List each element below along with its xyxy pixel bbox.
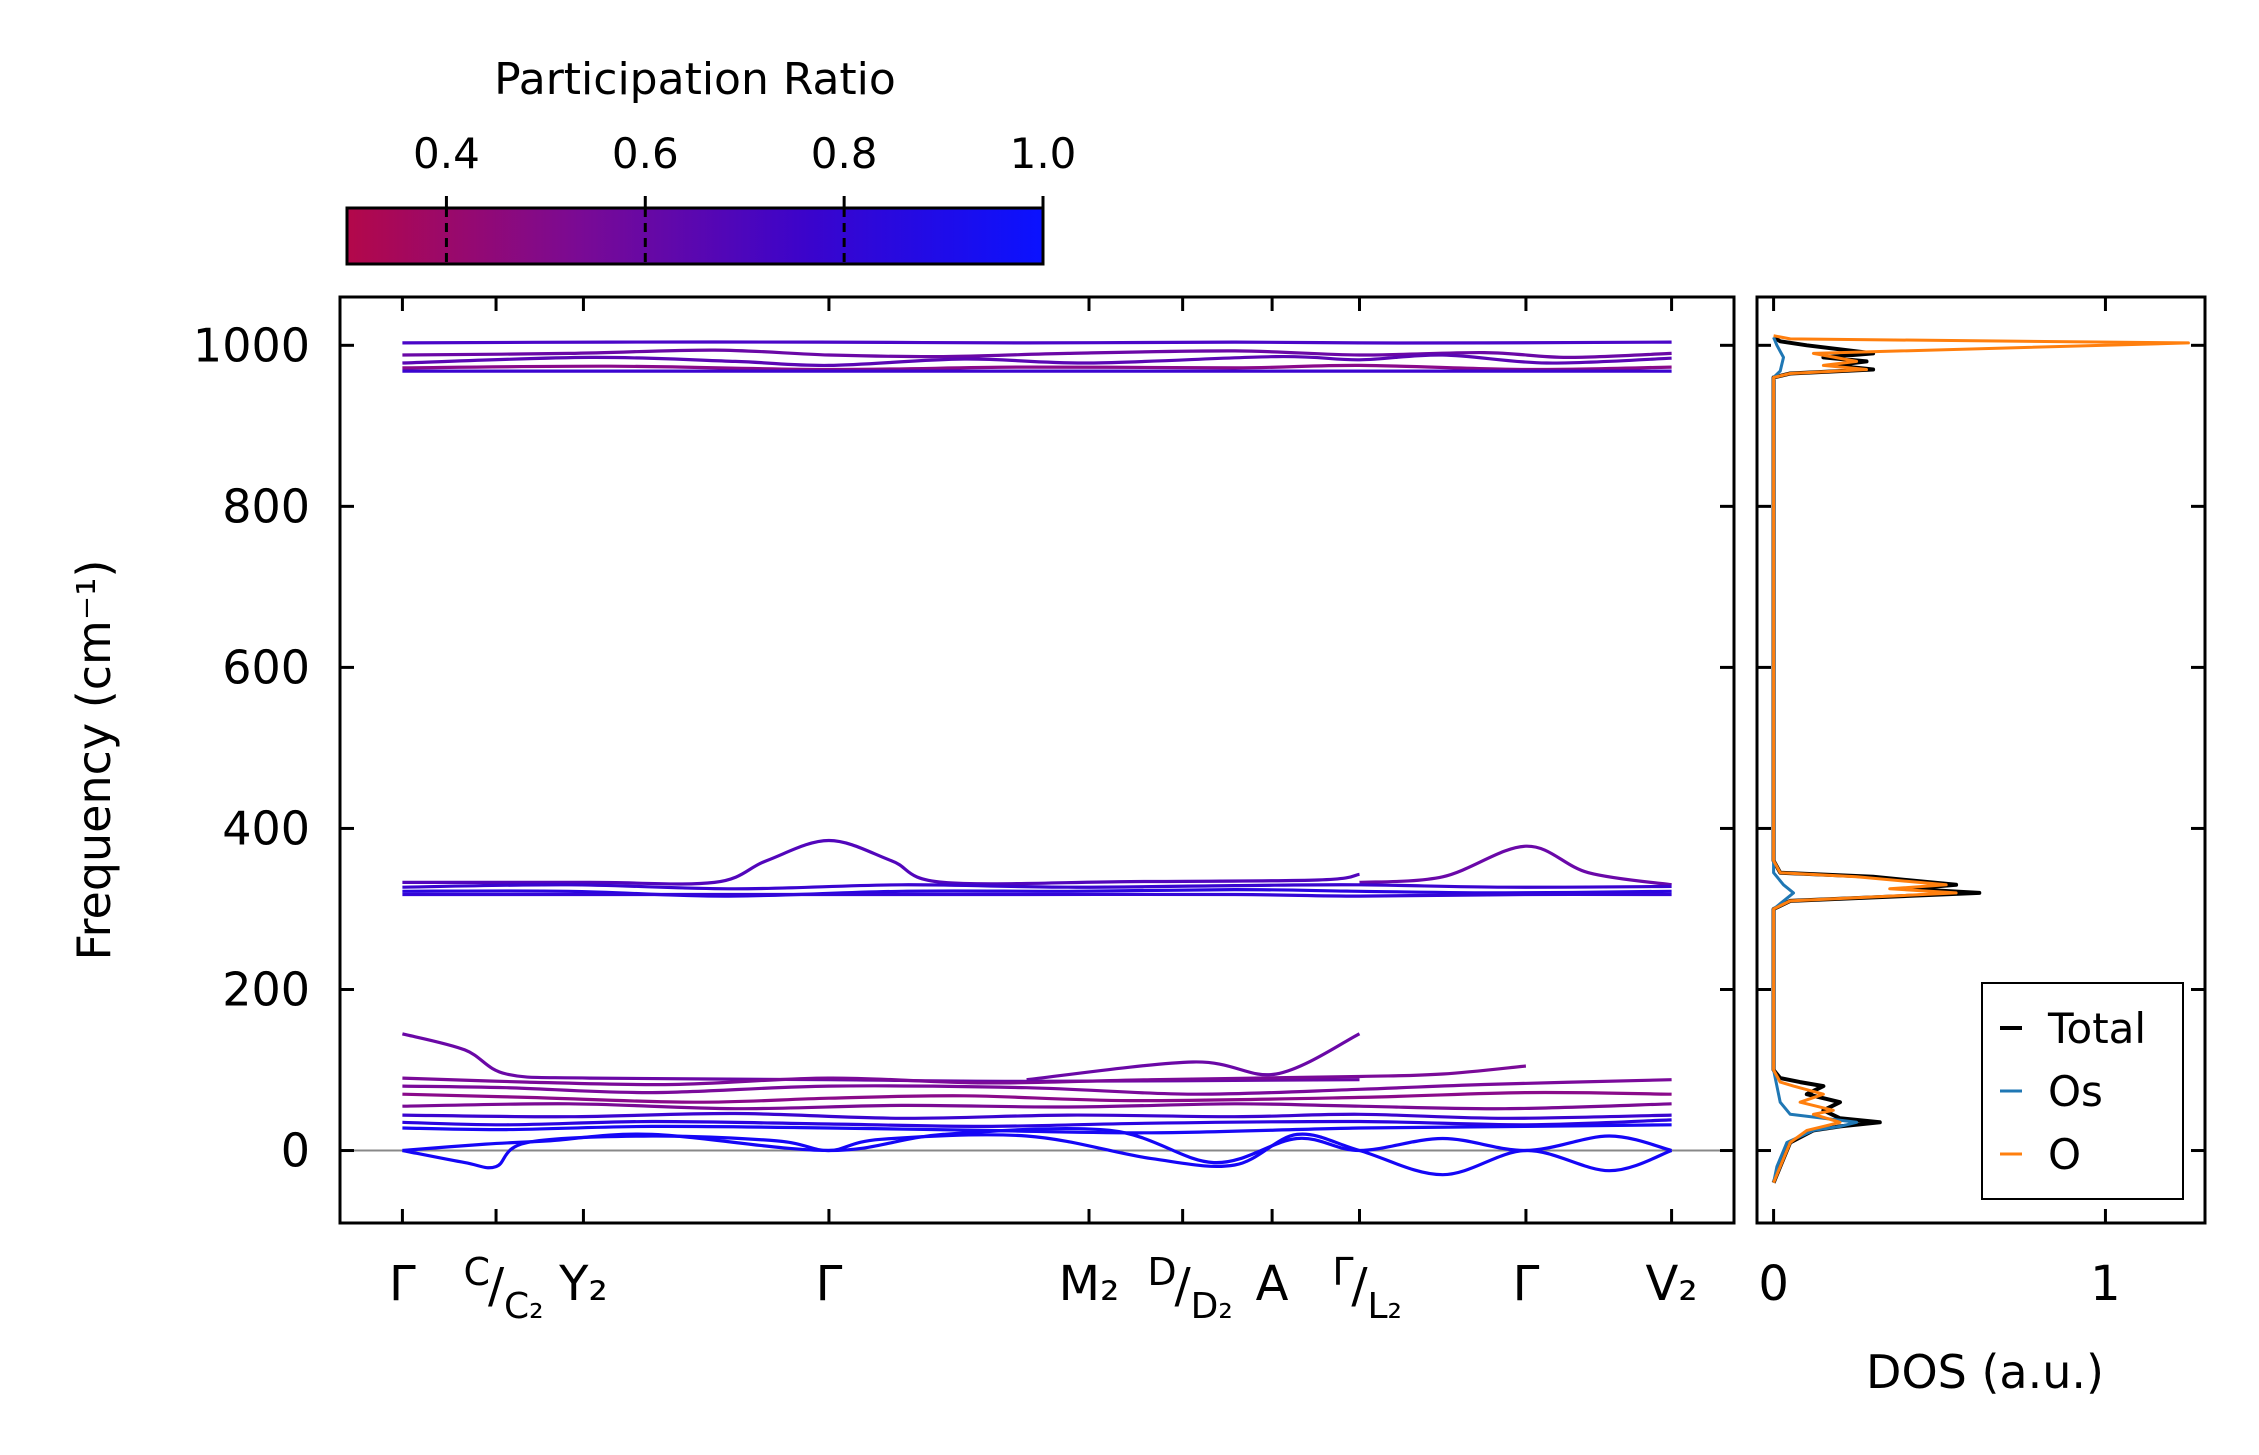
band-x-tick-split-label: C/C₂: [463, 1250, 543, 1327]
split-label-slash: /: [488, 1258, 505, 1314]
band-acoustic-1: [402, 1132, 1673, 1177]
band-high-3: [402, 353, 1672, 368]
band-mid-3: [402, 888, 1672, 898]
band-x-ticks: Γ C/C₂ Y₂ Γ M₂ D/D₂ A Γ/L₂ Γ V₂: [389, 297, 1698, 1327]
band-y-tick-label: 1000: [193, 318, 310, 372]
split-label-top: Γ: [1332, 1250, 1353, 1294]
band-acoustic-2: [402, 1126, 1672, 1165]
colorbar: Participation Ratio 0.4 0.6 0.8 1.0: [345, 54, 1076, 266]
band-low-6: [402, 1102, 1672, 1111]
split-label-top: C: [463, 1250, 490, 1294]
band-mid-4: [402, 892, 1672, 898]
dos-axes-frame: [1755, 295, 2207, 1225]
colorbar-tick-label: 0.4: [413, 129, 480, 178]
split-label-bottom: D₂: [1191, 1286, 1233, 1327]
band-low-2: [1026, 1032, 1361, 1082]
band-lines: [340, 340, 1734, 1177]
colorbar-tick-label: 1.0: [1010, 129, 1077, 178]
band-x-tick-label: Γ: [389, 1256, 416, 1312]
dos-line-o: [1772, 334, 2190, 1184]
band-x-tick-label: M₂: [1059, 1256, 1120, 1312]
colorbar-tick-label: 0.6: [612, 129, 679, 178]
colorbar-gradient: [345, 206, 1045, 266]
colorbar-label: Participation Ratio: [494, 54, 896, 105]
legend-label: O: [2048, 1130, 2081, 1179]
band-low-1: [401, 1032, 1360, 1083]
band-x-tick-label: Y₂: [558, 1256, 608, 1312]
band-high-2: [402, 348, 1672, 360]
band-axes-frame: [338, 295, 1736, 1225]
band-x-tick-label: A: [1256, 1256, 1289, 1312]
split-label-bottom: C₂: [504, 1286, 544, 1327]
band-x-tick-label: V₂: [1646, 1256, 1698, 1312]
band-low-8: [402, 1118, 1672, 1129]
legend-label: Os: [2048, 1067, 2103, 1116]
legend-label: Total: [2047, 1004, 2146, 1053]
split-label-top: D: [1147, 1250, 1176, 1294]
dos-x-tick-label: 0: [1758, 1256, 1789, 1312]
band-x-tick-split-label: Γ/L₂: [1332, 1250, 1402, 1327]
colorbar-tick-label: 0.8: [811, 129, 878, 178]
band-low-7: [402, 1111, 1672, 1120]
dos-line-os: [1772, 336, 1859, 1184]
colorbar-ticks: [444, 196, 1045, 264]
band-y-tick-label: 800: [222, 479, 310, 533]
dos-lines: [1771, 334, 2190, 1184]
split-label-bottom: L₂: [1367, 1286, 1402, 1327]
band-mid-1: [402, 838, 1360, 886]
dos-legend: Total Os O: [1981, 982, 2184, 1200]
band-high-4: [402, 363, 1672, 372]
dos-y-ticks: [1757, 343, 2205, 1153]
band-y-ticks: 0 200 400 600 800 1000: [193, 318, 1734, 1178]
band-x-tick-label: Γ: [816, 1256, 843, 1312]
split-label-slash: /: [1175, 1258, 1192, 1314]
dos-line-total: [1771, 335, 1982, 1184]
band-y-tick-label: 600: [222, 640, 310, 694]
band-low-4: [402, 1078, 1672, 1096]
band-low-5: [402, 1090, 1672, 1104]
band-y-tick-label: 200: [222, 962, 310, 1016]
colorbar-tick-labels: 0.4 0.6 0.8 1.0: [413, 129, 1076, 178]
band-low-3: [402, 1064, 1527, 1087]
dos-x-tick-label: 1: [2090, 1256, 2121, 1312]
band-x-tick-split-label: D/D₂: [1147, 1250, 1232, 1327]
band-mid-2: [402, 883, 1672, 891]
band-mid-1b: [1359, 844, 1672, 887]
dos-x-axis-label: DOS (a.u.): [1866, 1345, 2104, 1399]
split-label-slash: /: [1351, 1258, 1368, 1314]
band-y-axis-label: Frequency (cm⁻¹): [67, 560, 121, 961]
band-y-tick-label: 400: [222, 801, 310, 855]
band-high-1: [402, 340, 1672, 345]
band-y-tick-label: 0: [281, 1124, 310, 1178]
band-x-tick-label: Γ: [1513, 1256, 1540, 1312]
